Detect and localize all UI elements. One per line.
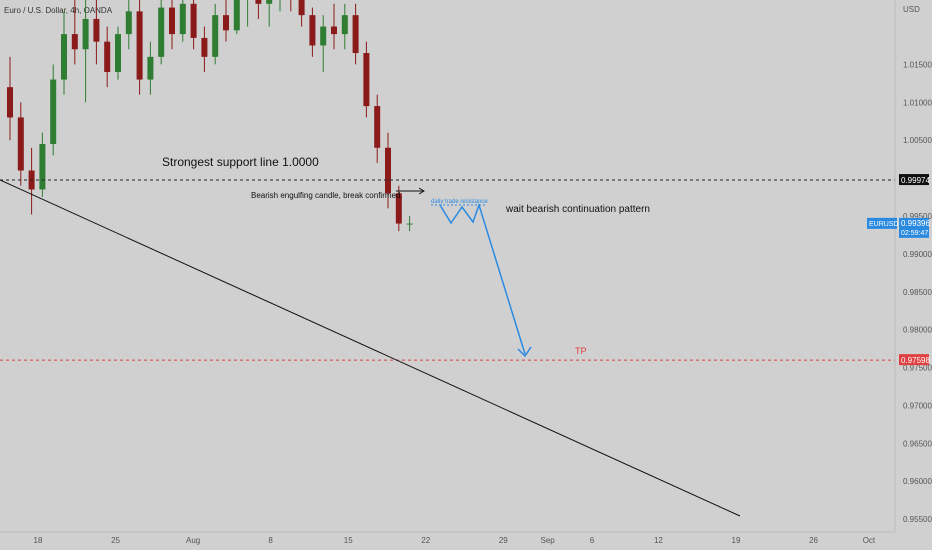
price-tick-label: 0.97000: [903, 401, 932, 410]
candle-body: [255, 0, 262, 4]
candle-body: [179, 3, 186, 35]
candles-group: [7, 0, 413, 232]
candle-body: [71, 34, 78, 50]
support-price-tag: 0.99974: [899, 174, 930, 186]
candle-body: [233, 0, 240, 31]
price-tick-label: 0.95500: [903, 515, 932, 524]
tp-annotation: TP: [575, 346, 587, 356]
candle-body: [125, 11, 132, 35]
price-axis-currency: USD: [903, 5, 920, 14]
candle-body: [147, 56, 154, 80]
candle-body: [266, 0, 273, 4]
price-tick-label: 1.01000: [903, 98, 932, 107]
candle-body: [298, 0, 305, 16]
trend-line: [0, 179, 741, 517]
current-price-tag: EURUSD 0.99396 02:59:47: [867, 217, 930, 238]
candle-body: [61, 34, 67, 80]
support-annotation: Strongest support line 1.0000: [162, 155, 319, 169]
date-tick-label: 8: [268, 536, 273, 545]
price-tick-label: 0.99000: [903, 250, 932, 259]
resistance-annotation: daily trade resistance: [431, 199, 488, 205]
candle-body: [201, 37, 208, 57]
price-tick-label: 0.96500: [903, 439, 932, 448]
price-axis[interactable]: USD 1.01500 1.01000 1.00500 0.99500 0.99000 0…: [894, 0, 932, 532]
candle-body: [331, 26, 337, 35]
current-price-tag-bg: [899, 217, 929, 238]
candle-body: [39, 143, 46, 190]
date-tick-label: 22: [421, 536, 430, 545]
symbol-badge-bg: [867, 217, 897, 229]
tp-price-tag: 0.97598: [899, 354, 930, 366]
date-tick-label: 6: [590, 536, 595, 545]
candle-body: [363, 53, 370, 107]
projection-arrowhead-icon: [517, 346, 532, 358]
candle-body: [50, 79, 57, 144]
candle-body: [190, 3, 197, 38]
time-axis[interactable]: 18 25 Aug 8 15 22 29 Sep 6 12 19 26 Oct: [0, 531, 895, 545]
current-price-label: 0.99396: [901, 219, 930, 228]
engulfing-annotation: Bearish engulfing candle, break confirme…: [251, 191, 403, 200]
price-tick-label: 0.99500: [903, 212, 932, 221]
candle-body: [223, 15, 229, 31]
candle-body: [158, 7, 165, 57]
date-tick-label: 26: [809, 536, 818, 545]
candle-body: [7, 87, 13, 118]
price-tick-label: 0.97500: [903, 364, 932, 373]
price-tick-label: 0.98000: [903, 326, 932, 335]
date-tick-label: 29: [499, 536, 508, 545]
countdown-label: 02:59:47: [901, 230, 928, 237]
date-tick-label: 25: [111, 536, 120, 545]
candle-body: [309, 15, 316, 46]
candle-body: [93, 18, 100, 42]
date-tick-label: 18: [34, 536, 43, 545]
price-tick-label: 1.01500: [903, 60, 932, 69]
symbol-badge: EURUSD: [869, 221, 899, 228]
candle-body: [115, 34, 121, 72]
candle-body: [169, 7, 175, 35]
candle-body: [17, 117, 24, 171]
date-tick-label: Oct: [863, 536, 876, 545]
candle-body: [136, 11, 143, 80]
candle-body: [104, 41, 111, 72]
candle-body: [82, 18, 89, 50]
price-tick-label: 1.00500: [903, 136, 932, 145]
continuation-annotation: wait bearish continuation pattern: [505, 204, 650, 215]
symbol-title: Euro / U.S. Dollar, 4h, OANDA: [4, 6, 113, 15]
tp-price-tag-bg: [899, 354, 929, 366]
candle-body: [352, 15, 359, 54]
candle-body: [406, 223, 413, 225]
support-price-label: 0.99974: [901, 176, 930, 185]
date-tick-label: Sep: [541, 536, 556, 545]
candle-body: [385, 147, 391, 194]
support-price-tag-bg: [899, 174, 929, 186]
price-tick-label: 0.96000: [903, 477, 932, 486]
date-tick-label: 12: [654, 536, 663, 545]
candle-body: [212, 15, 219, 57]
engulfing-arrowhead-icon: [418, 187, 425, 195]
projection-path: [439, 202, 526, 355]
price-tick-label: 0.98500: [903, 288, 932, 297]
date-tick-label: 19: [732, 536, 741, 545]
tp-price-label: 0.97598: [901, 356, 930, 365]
candle-body: [395, 193, 402, 224]
date-tick-label: 15: [344, 536, 353, 545]
candle-body: [374, 106, 381, 148]
candle-body: [320, 26, 327, 46]
date-tick-label: Aug: [186, 536, 200, 545]
candle-body: [341, 15, 348, 35]
